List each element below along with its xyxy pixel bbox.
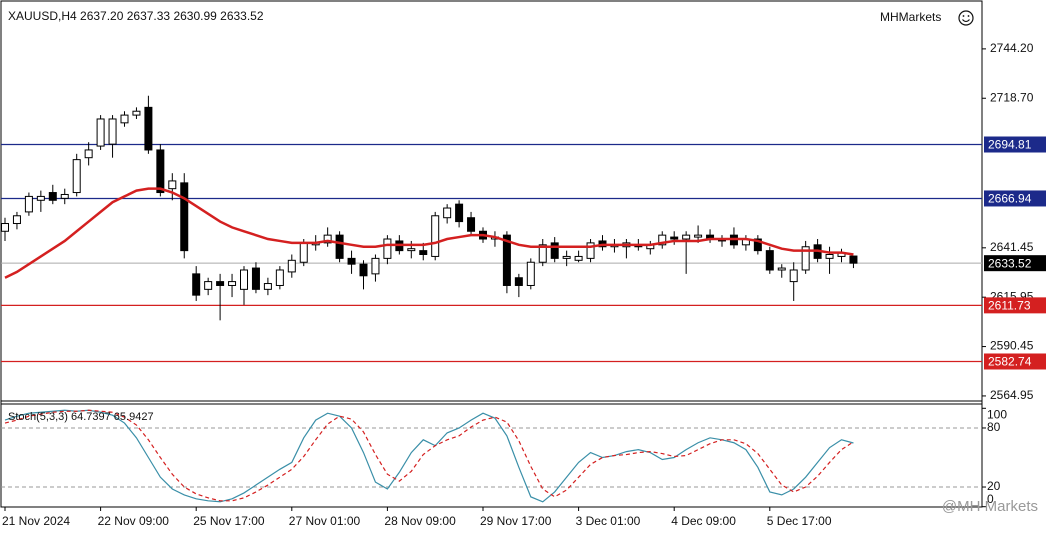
candle-body <box>263 283 272 290</box>
candle-body <box>84 149 93 159</box>
y-tick-label: 0 <box>987 492 994 506</box>
x-tick-label: 28 Nov 09:00 <box>384 514 456 528</box>
candle-body <box>407 248 416 252</box>
candle-body <box>108 118 117 145</box>
candle-body <box>538 244 547 263</box>
x-tick-label: 29 Nov 17:00 <box>480 514 552 528</box>
plot-frame <box>0 0 983 508</box>
x-tick-label: 3 Dec 01:00 <box>576 514 641 528</box>
candle-body <box>502 234 511 286</box>
candle-body <box>144 106 153 151</box>
candle-body <box>120 114 129 124</box>
level-label: 2582.74 <box>988 355 1032 369</box>
brand-icon <box>958 10 974 26</box>
candle-body <box>156 149 165 194</box>
candle-body <box>586 242 595 259</box>
candle-body <box>299 242 308 263</box>
level-label: 2666.94 <box>988 192 1032 206</box>
candle-body <box>228 281 237 286</box>
y-tick-label: 2641.45 <box>990 240 1034 254</box>
x-tick-label: 21 Nov 2024 <box>2 514 70 528</box>
moving-average <box>4 187 854 279</box>
x-tick-label: 4 Dec 09:00 <box>671 514 736 528</box>
candle-body <box>347 257 356 265</box>
watermark: @MH Markets <box>942 498 1038 515</box>
candle-body <box>180 182 189 252</box>
candle-body <box>777 267 786 271</box>
candle-body <box>275 269 284 286</box>
candle-body <box>670 236 679 240</box>
candle-body <box>96 118 105 147</box>
candle-body <box>24 195 33 213</box>
candle-body <box>682 234 691 240</box>
candle-body <box>431 215 440 257</box>
candle-body <box>526 261 535 286</box>
y-tick-label: 100 <box>987 407 1007 421</box>
candle-body <box>36 195 45 201</box>
candle-body <box>419 250 428 255</box>
y-tick-label: 2564.95 <box>990 388 1034 402</box>
candle-body <box>849 255 858 264</box>
chart-title: XAUUSD,H4 2637.20 2637.33 2630.99 2633.5… <box>8 9 264 23</box>
level-label: 2633.52 <box>988 256 1032 270</box>
level-label-box <box>984 190 1046 207</box>
candle-body <box>789 269 798 283</box>
candle-body <box>287 259 296 273</box>
candle-body <box>658 234 667 246</box>
candle-body <box>765 250 774 271</box>
brand: MHMarkets <box>880 10 941 24</box>
candle-body <box>216 281 225 286</box>
candle-body <box>192 273 201 296</box>
candle-body <box>455 203 464 223</box>
level-label-box <box>984 136 1046 153</box>
candle-body <box>323 234 332 244</box>
x-tick-label: 22 Nov 09:00 <box>98 514 170 528</box>
indicator-label: Stoch(5,3,3) 64.7397 65.9427 <box>8 411 154 423</box>
y-tick-label: 20 <box>987 479 1001 493</box>
level-label-box <box>984 255 1046 272</box>
candle-body <box>132 110 141 116</box>
candle-body <box>801 246 810 271</box>
level-label-box <box>984 297 1046 314</box>
candle-body <box>562 255 571 259</box>
candle-body <box>251 267 260 290</box>
candle-body <box>335 234 344 259</box>
candle-body <box>514 277 523 286</box>
candle-body <box>383 238 392 259</box>
candle-body <box>72 159 81 194</box>
candle-body <box>240 269 248 290</box>
candle-body <box>574 255 583 261</box>
level-label: 2694.81 <box>988 138 1032 152</box>
candle-body <box>1 223 9 232</box>
level-label-box <box>984 353 1046 370</box>
candle-body <box>694 234 703 238</box>
y-tick-label: 80 <box>987 420 1001 434</box>
candle-body <box>204 281 213 290</box>
candle-body <box>371 257 380 275</box>
candle-body <box>60 193 69 199</box>
candle-body <box>12 215 21 225</box>
y-tick-label: 2718.70 <box>990 90 1034 104</box>
candle-body <box>443 207 452 219</box>
x-tick-label: 5 Dec 17:00 <box>767 514 832 528</box>
indicator-line <box>4 409 854 503</box>
candle-body <box>168 180 177 190</box>
candle-body <box>467 217 476 232</box>
candle-body <box>753 238 762 252</box>
indicator-line <box>4 409 854 502</box>
y-tick-label: 2744.20 <box>990 41 1034 55</box>
level-label: 2611.73 <box>988 299 1031 313</box>
x-tick-label: 27 Nov 01:00 <box>289 514 361 528</box>
candle-body <box>359 263 368 277</box>
y-tick-label: 2590.45 <box>990 339 1034 353</box>
candle-body <box>825 253 834 259</box>
candle-body <box>550 242 559 259</box>
x-tick-label: 25 Nov 17:00 <box>193 514 265 528</box>
candle-body <box>48 192 57 201</box>
